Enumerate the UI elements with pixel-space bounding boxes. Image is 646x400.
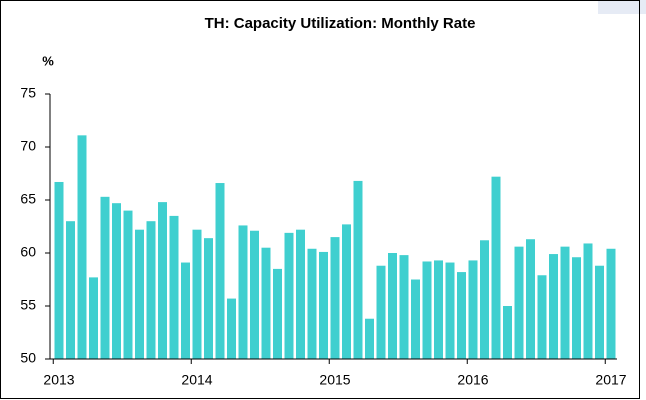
bar	[572, 257, 581, 359]
bar	[399, 255, 409, 359]
bar	[215, 183, 225, 359]
bar	[181, 262, 190, 359]
bar	[422, 261, 432, 359]
y-tick-label: 60	[20, 244, 36, 260]
bar	[468, 260, 478, 359]
bar	[491, 176, 501, 359]
bar	[365, 318, 374, 359]
bar	[342, 224, 351, 359]
bar	[330, 237, 340, 359]
bar	[204, 238, 213, 359]
bar	[146, 221, 156, 359]
bar	[583, 243, 593, 359]
bar	[112, 203, 121, 359]
bar	[560, 246, 570, 359]
y-axis-label: %	[42, 53, 54, 68]
bar	[250, 230, 259, 359]
bar	[54, 181, 64, 359]
bar	[192, 229, 202, 359]
y-tick-label: 75	[20, 85, 36, 101]
x-tick-label: 2014	[181, 372, 212, 388]
bar	[273, 268, 282, 359]
bar	[123, 210, 133, 359]
y-tick-label: 65	[20, 191, 36, 207]
y-tick-label: 50	[20, 350, 36, 366]
bar	[135, 229, 144, 359]
bar	[526, 239, 535, 359]
x-tick-label: 2015	[319, 372, 350, 388]
bar	[296, 229, 305, 359]
bar	[595, 265, 604, 359]
bar	[434, 260, 443, 359]
x-tick-label: 2017	[595, 372, 626, 388]
bar	[319, 251, 328, 359]
bar	[503, 306, 512, 359]
bar	[549, 254, 558, 359]
x-tick-label: 2013	[43, 372, 74, 388]
bar	[514, 246, 524, 359]
bar	[353, 180, 363, 359]
bar	[158, 202, 167, 359]
bar	[457, 272, 466, 359]
bar	[169, 215, 179, 359]
bar	[89, 277, 98, 359]
bar	[388, 253, 397, 359]
bar	[411, 279, 420, 359]
bar	[77, 135, 87, 359]
bar	[376, 265, 386, 359]
bar	[238, 225, 248, 359]
bar	[100, 196, 110, 359]
bar	[445, 262, 455, 359]
bar	[307, 248, 317, 359]
y-tick-label: 70	[20, 138, 36, 154]
y-tick-label: 55	[20, 297, 36, 313]
bar	[66, 221, 75, 359]
bar	[284, 232, 294, 359]
chart-title: TH: Capacity Utilization: Monthly Rate	[205, 15, 476, 32]
bar	[606, 248, 616, 359]
corner-tab	[598, 0, 646, 14]
bar	[227, 298, 236, 359]
bar	[480, 240, 489, 359]
bar	[261, 247, 271, 359]
bar	[537, 275, 547, 359]
x-tick-label: 2016	[457, 372, 488, 388]
